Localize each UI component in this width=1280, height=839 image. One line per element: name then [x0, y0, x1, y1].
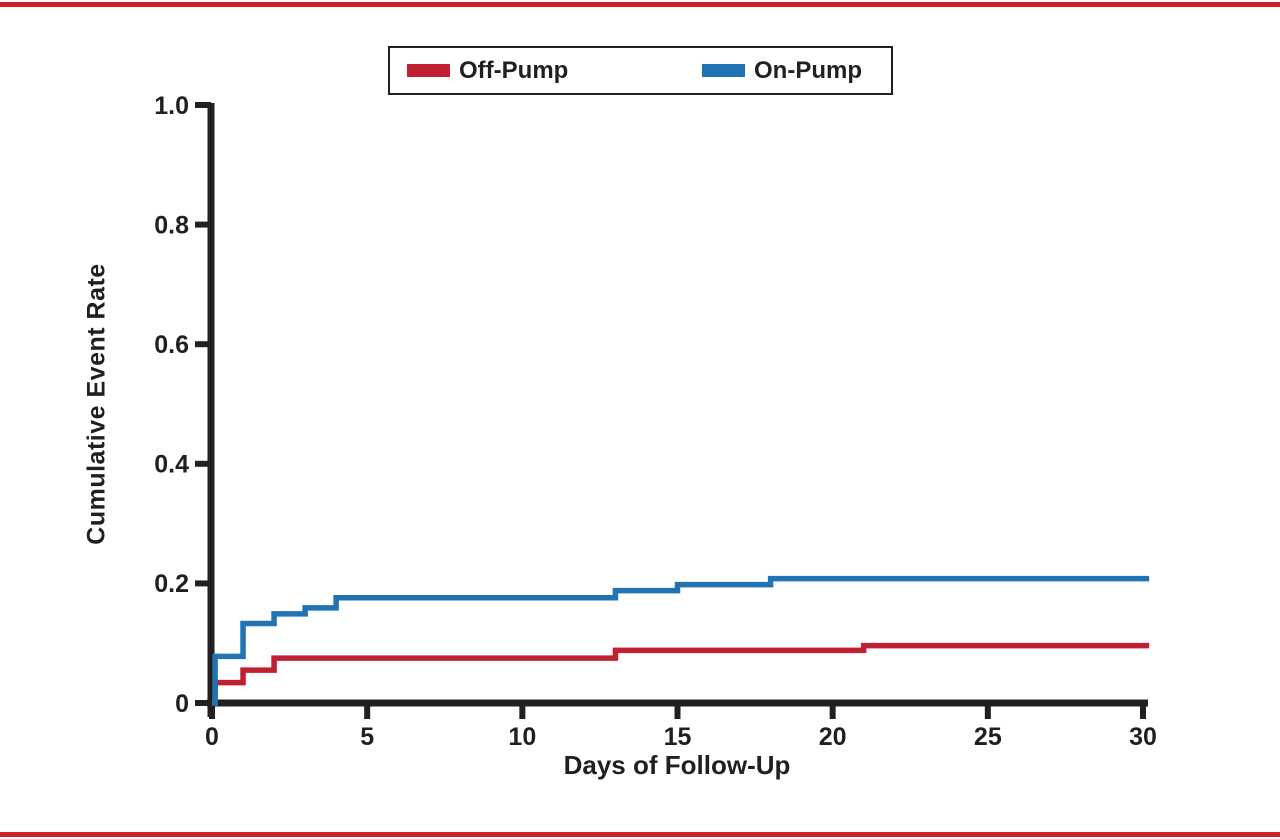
- x-tick-label: 30: [1129, 723, 1157, 751]
- y-tick-label: 0.6: [154, 331, 189, 359]
- off-pump-swatch: [407, 64, 450, 77]
- legend-item-on-pump: On-Pump: [702, 48, 862, 93]
- legend-box: Off-Pump On-Pump: [388, 46, 893, 95]
- x-tick-label: 10: [508, 723, 536, 751]
- top-red-rule: [0, 2, 1280, 7]
- y-axis-title: Cumulative Event Rate: [82, 263, 111, 545]
- x-tick-label: 25: [974, 723, 1002, 751]
- on-pump-swatch: [702, 64, 745, 77]
- y-tick-label: 0.4: [154, 451, 189, 479]
- x-axis-title: Days of Follow-Up: [563, 750, 791, 780]
- series-path-on-pump: [212, 575, 1150, 706]
- legend-label-on-pump: On-Pump: [754, 56, 862, 84]
- y-tick-label: 0.2: [154, 570, 189, 598]
- series-path-off-pump: [212, 642, 1150, 706]
- y-tick-label: 0.8: [154, 211, 189, 239]
- legend-label-off-pump: Off-Pump: [459, 56, 569, 84]
- x-tick-label: 15: [664, 723, 692, 751]
- y-tick-label: 1.0: [154, 92, 189, 120]
- x-tick-label: 5: [360, 723, 374, 751]
- y-tick-label: 0: [175, 690, 189, 718]
- bottom-red-rule: [0, 832, 1280, 837]
- legend-item-off-pump: Off-Pump: [407, 48, 568, 93]
- x-tick-label: 20: [819, 723, 847, 751]
- x-tick-label: 0: [205, 723, 219, 751]
